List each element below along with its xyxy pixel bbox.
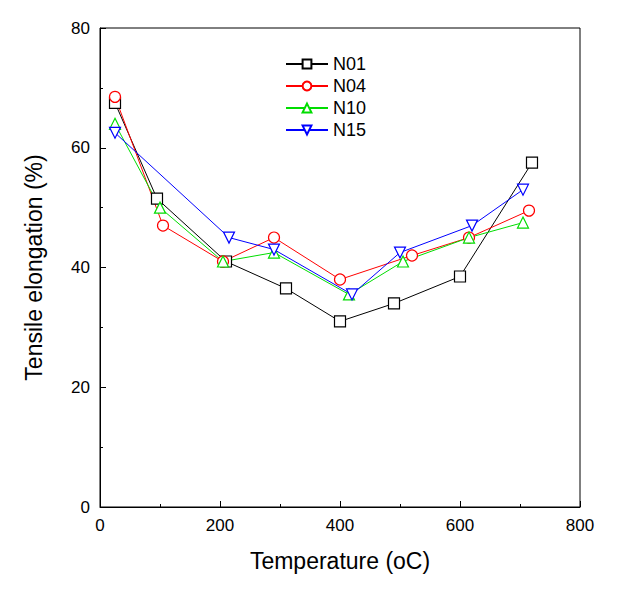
- svg-text:400: 400: [326, 516, 354, 535]
- svg-text:N10: N10: [333, 98, 366, 118]
- svg-text:600: 600: [446, 516, 474, 535]
- svg-text:20: 20: [71, 378, 90, 397]
- svg-text:N01: N01: [333, 54, 366, 74]
- svg-text:N15: N15: [333, 120, 366, 140]
- svg-text:Tensile elongation (%): Tensile elongation (%): [21, 154, 47, 380]
- svg-text:40: 40: [71, 258, 90, 277]
- svg-text:800: 800: [566, 516, 594, 535]
- svg-text:N04: N04: [333, 76, 366, 96]
- svg-text:200: 200: [206, 516, 234, 535]
- svg-text:Temperature (oC): Temperature (oC): [250, 548, 430, 574]
- svg-text:0: 0: [81, 498, 90, 517]
- svg-text:0: 0: [95, 516, 104, 535]
- svg-text:60: 60: [71, 138, 90, 157]
- svg-text:80: 80: [71, 19, 90, 38]
